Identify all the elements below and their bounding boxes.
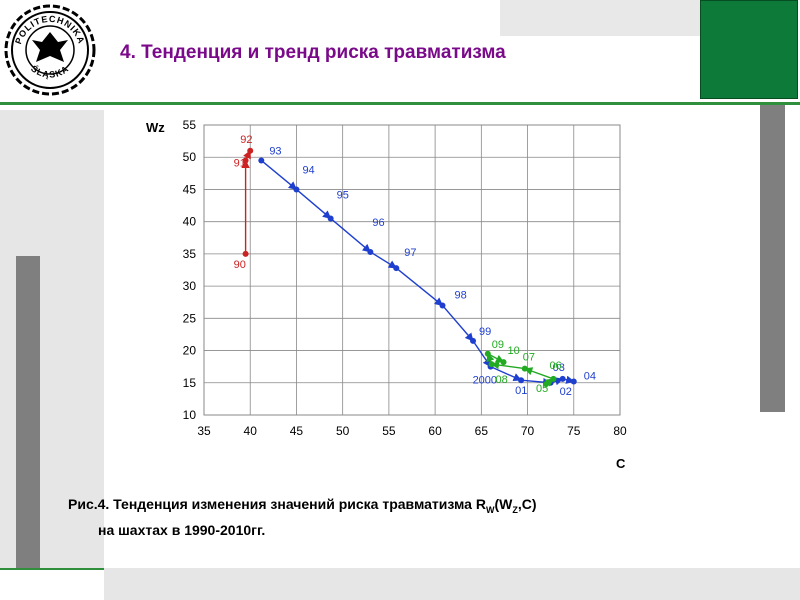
caption-text-1: Рис.4. Тенденция изменения значений риск… [68, 496, 486, 512]
chart-grid [203, 124, 621, 416]
trend-segment [523, 367, 554, 380]
y-axis-label: Wz [146, 120, 165, 135]
caption-sub-z: Z [512, 504, 518, 515]
header-green-block [700, 0, 798, 99]
header-white-band [500, 36, 700, 100]
data-point-92 [247, 147, 254, 154]
trend-segment [490, 360, 525, 370]
data-point-03 [559, 375, 566, 382]
data-label-01: 01 [515, 385, 527, 397]
data-label-96: 96 [372, 217, 384, 229]
footer-band [104, 568, 800, 600]
header-divider [0, 102, 800, 105]
data-point-90 [242, 250, 249, 257]
data-point-08 [488, 361, 495, 368]
y-tick-label: 35 [183, 247, 197, 261]
data-label-10: 10 [508, 345, 520, 357]
x-tick-label: 40 [244, 424, 258, 438]
caption-sub-w: W [485, 504, 495, 515]
university-logo: POLITECHNIKA ŚLĄSKA [4, 4, 96, 96]
trend-segment [472, 340, 492, 368]
data-point-09 [484, 350, 491, 357]
x-tick-label: 75 [567, 424, 581, 438]
data-label-92: 92 [240, 134, 252, 146]
y-tick-label: 10 [183, 408, 197, 422]
data-label-94: 94 [302, 164, 314, 176]
y-tick-label: 50 [183, 150, 197, 164]
data-point-06 [550, 375, 557, 382]
data-label-91: 91 [234, 157, 246, 169]
x-tick-label: 50 [336, 424, 350, 438]
y-tick-label: 55 [183, 118, 197, 132]
trend-segment [395, 267, 444, 306]
data-label-03: 03 [553, 362, 565, 374]
trend-segment [330, 217, 372, 253]
trend-segment [370, 251, 397, 269]
data-point-93 [258, 157, 265, 164]
data-point-07 [521, 365, 528, 372]
y-tick-label: 30 [183, 279, 197, 293]
data-label-06: 06 [549, 360, 561, 372]
caption-text-3: ,C) [517, 496, 537, 512]
data-label-2000: 2000 [473, 375, 497, 387]
data-point-10 [500, 359, 507, 366]
data-label-95: 95 [337, 189, 349, 201]
data-point-98 [439, 302, 446, 309]
data-label-93: 93 [269, 145, 281, 157]
data-label-07: 07 [523, 352, 535, 364]
x-tick-label: 70 [521, 424, 535, 438]
data-label-08: 08 [496, 374, 508, 386]
y-tick-label: 15 [183, 376, 197, 390]
header-gray-band [500, 0, 700, 36]
data-point-97 [393, 265, 400, 272]
data-label-99: 99 [479, 326, 491, 338]
data-point-05 [543, 381, 550, 388]
data-label-97: 97 [404, 247, 416, 259]
data-point-01 [518, 377, 525, 384]
data-point-04 [570, 378, 577, 385]
x-axis-label: C [616, 456, 626, 471]
data-point-95 [327, 215, 334, 222]
data-label-04: 04 [584, 370, 596, 382]
left-accent-bar [16, 256, 40, 570]
trend-segment [295, 188, 332, 219]
trend-segment [441, 304, 474, 342]
y-tick-label: 25 [183, 311, 197, 325]
data-point-91 [242, 157, 249, 164]
caption-line-2: на шахтах в 1990-2010гг. [98, 521, 266, 538]
data-point-96 [367, 248, 374, 255]
right-accent-bar [760, 105, 785, 412]
x-tick-label: 55 [382, 424, 396, 438]
caption-text-2: (W [494, 496, 513, 512]
data-label-02: 02 [560, 386, 572, 398]
figure-caption: Рис.4. Тенденция изменения значений риск… [68, 494, 537, 540]
x-tick-label: 65 [475, 424, 489, 438]
data-label-09: 09 [492, 339, 504, 351]
chart-ticks: 35 40 45 50 55 60 65 70 75 80 10 15 20 25 30 35 40 45 50 55 [183, 118, 627, 438]
data-label-90: 90 [234, 259, 246, 271]
x-tick-label: 35 [197, 424, 211, 438]
x-tick-label: 80 [613, 424, 627, 438]
y-tick-label: 40 [183, 215, 197, 229]
x-tick-label: 60 [428, 424, 442, 438]
trend-segment [260, 159, 298, 190]
data-point-99 [470, 337, 477, 344]
data-point-94 [293, 186, 300, 193]
x-tick-label: 45 [290, 424, 304, 438]
data-label-98: 98 [455, 289, 467, 301]
plot-area [203, 124, 621, 416]
y-tick-label: 45 [183, 182, 197, 196]
footer-divider [0, 568, 104, 570]
data-label-05: 05 [536, 383, 548, 395]
slide-title: 4. Тенденция и тренд риска травматизма [120, 42, 506, 63]
y-tick-label: 20 [183, 344, 197, 358]
